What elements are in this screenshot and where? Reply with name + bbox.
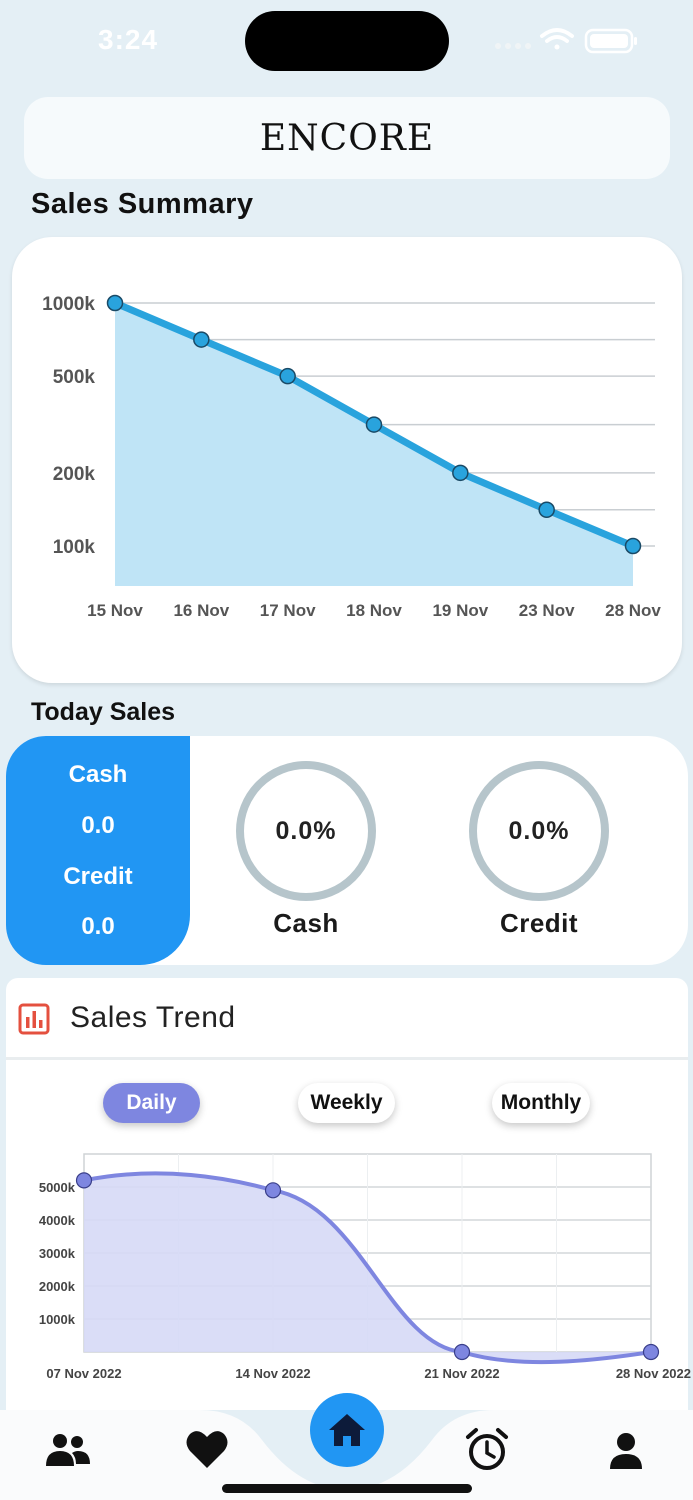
home-icon (329, 1414, 365, 1446)
signal-icon (495, 43, 531, 49)
credit-percent-ring: 0.0% (469, 761, 609, 901)
today-sales-title: Today Sales (31, 698, 176, 726)
sales-summary-title: Sales Summary (31, 188, 254, 220)
cash-label: Cash (68, 761, 128, 788)
cash-percent: 0.0% (275, 816, 337, 845)
tab-daily[interactable]: Daily (103, 1083, 200, 1123)
dynamic-island (245, 11, 449, 71)
credit-percent: 0.0% (508, 816, 570, 845)
credit-value: 0.0 (81, 913, 115, 940)
heart-icon[interactable] (185, 1428, 229, 1470)
status-bar: 3:24 (0, 0, 693, 80)
home-button[interactable] (310, 1393, 384, 1467)
sales-summary-card (12, 237, 682, 683)
cash-ring-label: Cash (273, 908, 339, 938)
cash-value: 0.0 (81, 812, 115, 839)
bar-chart-icon (18, 1003, 50, 1035)
people-icon[interactable] (44, 1432, 92, 1468)
status-icons (495, 28, 637, 54)
home-indicator (222, 1484, 472, 1493)
today-totals-panel: Cash 0.0 Credit 0.0 (6, 736, 190, 965)
sales-trend-title: Sales Trend (70, 1001, 236, 1034)
credit-ring-label: Credit (499, 908, 579, 938)
brand-title: ENCORE (259, 117, 435, 159)
status-time: 3:24 (98, 24, 159, 55)
cash-percent-ring: 0.0% (236, 761, 376, 901)
person-icon[interactable] (608, 1432, 644, 1470)
today-sales-card: Cash 0.0 Credit 0.0 0.0% Cash 0.0% Credi… (6, 736, 688, 965)
battery-icon (584, 28, 637, 54)
sales-trend-header: Sales Trend (6, 978, 688, 1060)
alarm-clock-icon[interactable] (465, 1427, 509, 1473)
tab-weekly[interactable]: Weekly (298, 1083, 395, 1123)
credit-label: Credit (63, 863, 133, 890)
sales-trend-card: Sales Trend (6, 978, 688, 1418)
brand-header: ENCORE (24, 97, 670, 179)
wifi-icon (540, 28, 574, 50)
tab-monthly[interactable]: Monthly (492, 1083, 590, 1123)
